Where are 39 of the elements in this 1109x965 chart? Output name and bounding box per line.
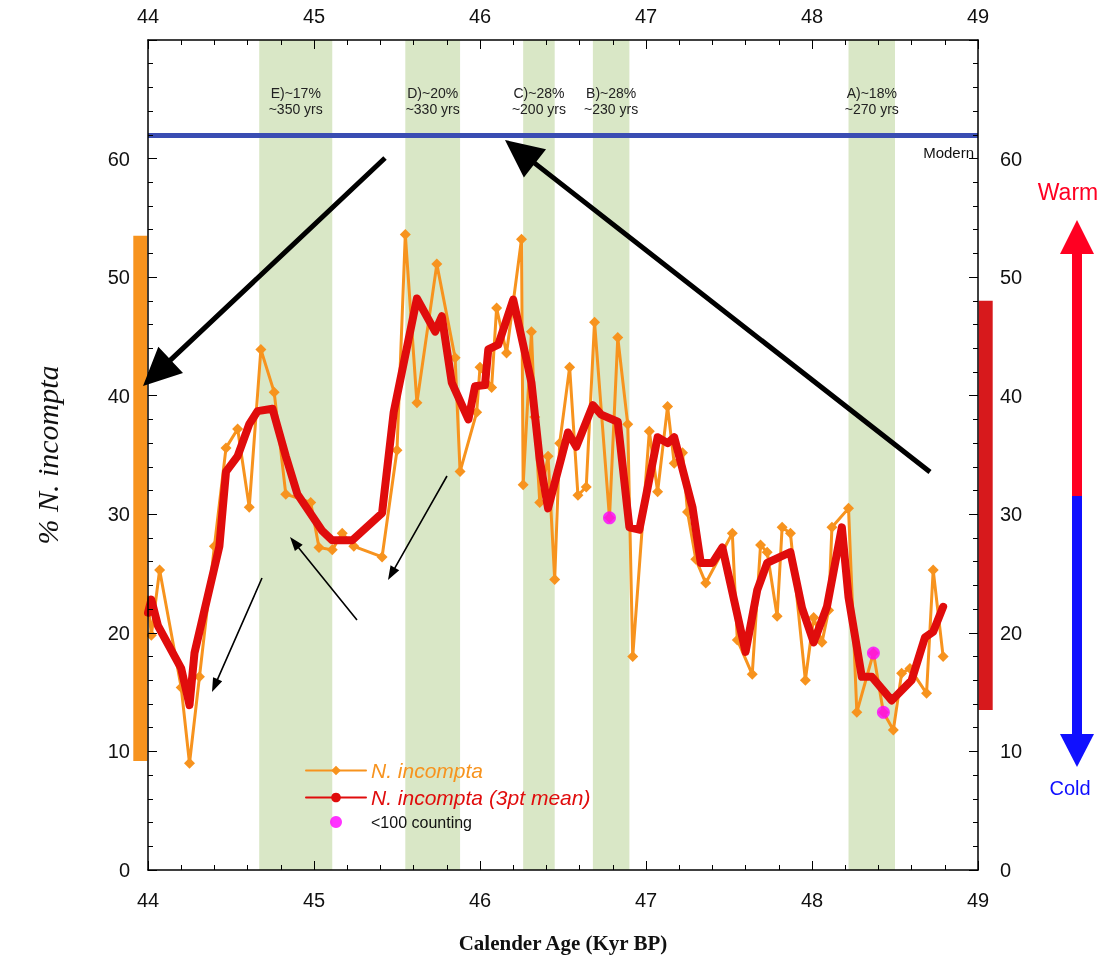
x2-tick-label: 49 <box>966 889 990 911</box>
band-label: B)~28% ~230 yrs <box>584 85 639 117</box>
text: Warm <box>1037 179 1099 205</box>
x-tick-label: 46 <box>468 5 492 27</box>
y-tick-label: 0 <box>118 859 130 881</box>
y2-tick-label: 0 <box>1000 859 1012 881</box>
y-axis-title: % N. incompta <box>30 365 64 545</box>
legend-label: N. incompta (3pt mean) <box>371 786 591 809</box>
x2-tick-label: 48 <box>800 889 824 911</box>
band-label: D)~20% ~330 yrs <box>405 85 460 117</box>
y-tick-label: 50 <box>107 266 130 289</box>
y2-tick-label: 40 <box>1000 384 1023 407</box>
x-tick-label: 45 <box>302 5 326 27</box>
legend-label: <100 counting <box>371 813 472 831</box>
y-tick-label: 40 <box>107 384 130 407</box>
x-tick-label: 47 <box>634 5 658 27</box>
x2-tick-label: 44 <box>136 889 160 911</box>
y-tick-label: 20 <box>107 621 130 644</box>
y-tick-label: 10 <box>107 740 130 763</box>
band-label: A)~18% ~270 yrs <box>844 85 899 117</box>
ref-line-label: Modern <box>923 143 974 161</box>
x2-tick-label: 46 <box>468 889 492 911</box>
y2-tick-label: 30 <box>1000 503 1023 526</box>
x-tick-label: 44 <box>136 5 160 27</box>
x-tick-label: 48 <box>800 5 824 27</box>
y2-tick-label: 50 <box>1000 266 1023 289</box>
x2-tick-label: 47 <box>634 889 658 911</box>
y2-tick-label: 20 <box>1000 621 1023 644</box>
y2-tick-label: 60 <box>1000 147 1023 170</box>
y-tick-label: 60 <box>107 147 130 170</box>
x2-tick-label: 45 <box>302 889 326 911</box>
band-label: C)~28% ~200 yrs <box>511 85 566 117</box>
x-tick-label: 49 <box>966 5 990 27</box>
legend-label: N. incompta <box>371 759 484 782</box>
x-axis-title: Calender Age (Kyr BP) <box>458 930 668 955</box>
y-tick-label: 30 <box>107 503 130 526</box>
y2-tick-label: 10 <box>1000 740 1023 763</box>
band-label: E)~17% ~350 yrs <box>268 85 323 117</box>
text: Cold <box>1049 777 1091 799</box>
